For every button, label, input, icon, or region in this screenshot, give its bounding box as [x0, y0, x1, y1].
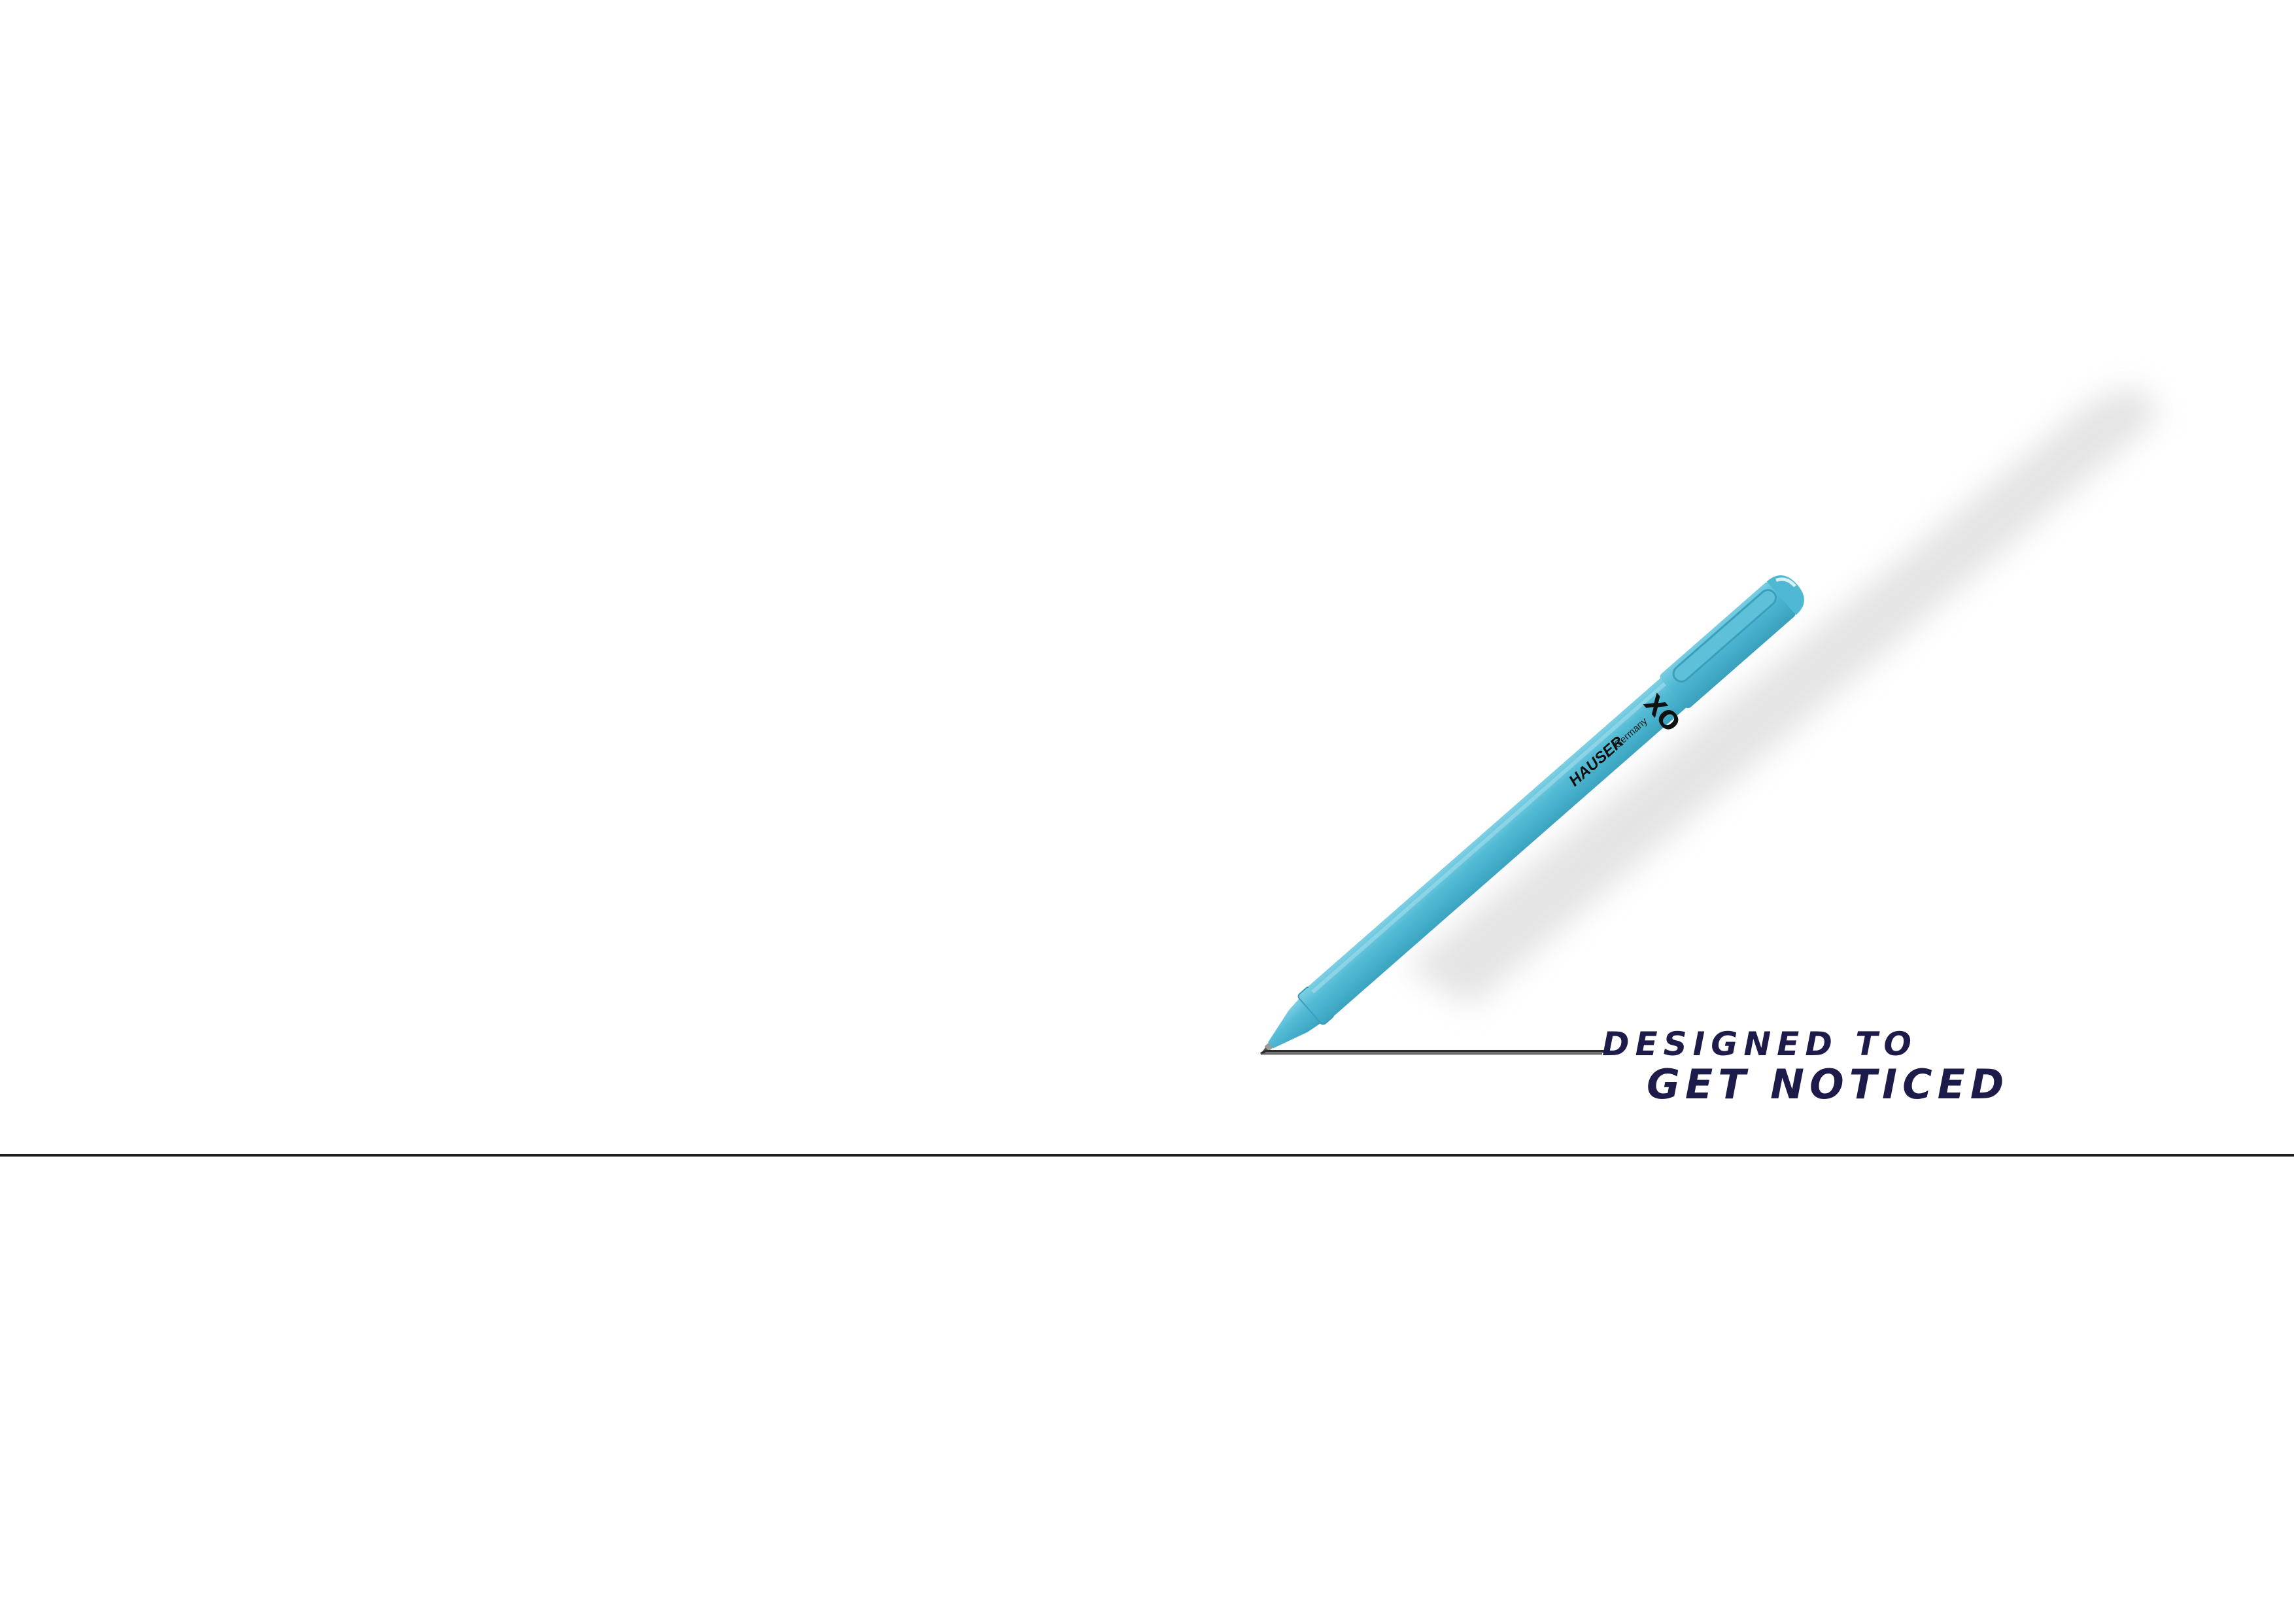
pen-shadow: [1406, 388, 2158, 1007]
tagline-line-2: GET NOTICED: [1647, 1060, 2009, 1108]
tagline-line-1: DESIGNED TO: [1602, 1025, 1917, 1063]
pen-clip: [1672, 588, 1777, 683]
pen-cap: [1660, 575, 1804, 709]
horizontal-divider: [0, 1154, 2294, 1157]
pen: HAUSER Germany XO: [1261, 575, 1804, 1054]
pen-stroke-line: [1260, 1050, 1609, 1055]
pen-barrel: [1308, 676, 1688, 1017]
pen-cone: [1268, 998, 1321, 1049]
tagline: DESIGNED TO GET NOTICED: [1602, 1025, 2009, 1108]
